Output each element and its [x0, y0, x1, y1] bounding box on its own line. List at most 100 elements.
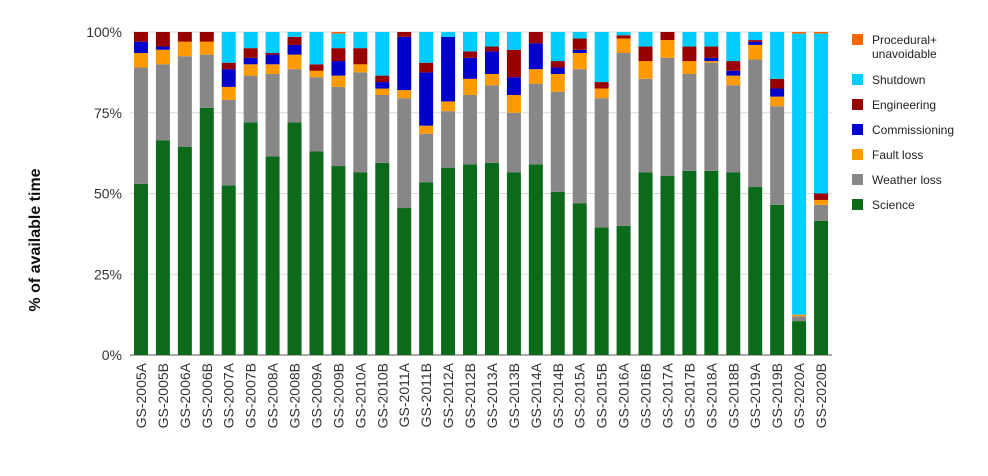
legend-swatch	[852, 124, 863, 135]
bar-segment	[726, 85, 741, 173]
legend-label: Procedural+	[872, 33, 937, 47]
bar-segment	[375, 75, 390, 83]
bar-segment	[506, 112, 521, 173]
bar-segment	[463, 78, 478, 95]
bar-segment	[616, 225, 631, 355]
bar-segment	[155, 64, 170, 141]
bar-segment	[419, 62, 434, 73]
bar-segment	[441, 101, 456, 112]
bar-segment	[550, 91, 565, 192]
bar-segment	[572, 38, 587, 50]
bar-segment	[397, 90, 412, 99]
bar-segment	[594, 82, 609, 89]
x-tick-label: GS-2012B	[462, 363, 478, 428]
bar-segment	[528, 32, 543, 44]
x-tick-label: GS-2017B	[681, 363, 697, 428]
bar-segment	[770, 32, 785, 79]
x-tick-label: GS-2008B	[287, 363, 303, 428]
legend-swatch	[852, 74, 863, 85]
bar-segment	[221, 69, 236, 87]
bar-segment	[177, 32, 192, 42]
bar-segment	[814, 193, 829, 200]
bar-segment	[309, 32, 324, 65]
bar-segment	[287, 69, 302, 123]
legend-swatch	[852, 149, 863, 160]
bar-segment	[221, 185, 236, 355]
bar-segment	[484, 85, 499, 163]
bar-segment	[419, 125, 434, 134]
bar-segment	[682, 61, 697, 74]
bar-segment	[770, 96, 785, 107]
legend-label: unavoidable	[872, 47, 937, 61]
bar-segment	[506, 77, 521, 95]
bar-segment	[682, 73, 697, 171]
x-tick-label: GS-2008A	[265, 362, 281, 428]
x-tick-label: GS-2006A	[177, 362, 193, 428]
bar-segment	[726, 172, 741, 355]
bar-segment	[309, 151, 324, 355]
bar-segment	[638, 172, 653, 355]
legend-label: Commissioning	[872, 123, 954, 137]
bar-segment	[660, 57, 675, 176]
bar-segment	[243, 64, 258, 76]
bar-segment	[726, 32, 741, 62]
bar-segment	[309, 70, 324, 78]
bar-segment	[353, 172, 368, 355]
bar-segment	[221, 32, 236, 63]
bar-segment	[770, 204, 785, 355]
bar-segment	[287, 44, 302, 55]
bar-segment	[726, 75, 741, 86]
bar-segment	[309, 64, 324, 71]
bar-segment	[243, 32, 258, 49]
bar-segment	[397, 98, 412, 209]
bar-segment	[572, 69, 587, 204]
bar-segment	[287, 36, 302, 45]
bar-segment	[199, 54, 214, 108]
bar-segment	[484, 51, 499, 74]
bar-segment	[792, 32, 807, 34]
bar-segment	[660, 175, 675, 355]
bar-segment	[770, 78, 785, 89]
bar-segment	[177, 56, 192, 147]
bar-segment	[441, 32, 456, 37]
x-tick-label: GS-2019A	[747, 362, 763, 428]
bar-segment	[287, 122, 302, 355]
bar-segment	[748, 40, 763, 42]
x-tick-label: GS-2005A	[133, 362, 149, 428]
bar-segment	[638, 78, 653, 173]
bar-segment	[726, 61, 741, 71]
x-tick-label: GS-2020A	[791, 362, 807, 428]
bar-segment	[748, 44, 763, 60]
bar-segment	[155, 46, 170, 50]
bar-segment	[375, 162, 390, 355]
x-tick-label: GS-2017A	[659, 362, 675, 428]
bar-segment	[594, 227, 609, 355]
bar-segment	[770, 88, 785, 97]
legend-swatch	[852, 34, 863, 45]
bar-segment	[814, 199, 829, 205]
bar-segment	[660, 32, 675, 41]
x-tick-label: GS-2010B	[374, 363, 390, 428]
bar-segment	[792, 314, 807, 317]
bar-segment	[506, 172, 521, 355]
bar-segment	[682, 46, 697, 62]
bar-segment	[616, 35, 631, 39]
bar-segment	[265, 52, 280, 55]
bar-segment	[484, 46, 499, 52]
bar-segment	[199, 41, 214, 55]
bar-segment	[550, 61, 565, 68]
y-tick-label: 50%	[94, 186, 122, 202]
bar-segment	[506, 32, 521, 50]
bar-segment	[375, 94, 390, 163]
bar-segment	[353, 72, 368, 173]
x-tick-label: GS-2015B	[594, 363, 610, 428]
bar-segment	[506, 94, 521, 113]
legend-label: Engineering	[872, 98, 936, 112]
bar-segment	[199, 107, 214, 355]
bar-segment	[397, 208, 412, 355]
bar-segment	[375, 88, 390, 95]
y-axis-label: % of available time	[27, 168, 44, 311]
bar-segment	[397, 36, 412, 91]
legend-label: Science	[872, 198, 915, 212]
x-tick-label: GS-2014A	[528, 362, 544, 428]
